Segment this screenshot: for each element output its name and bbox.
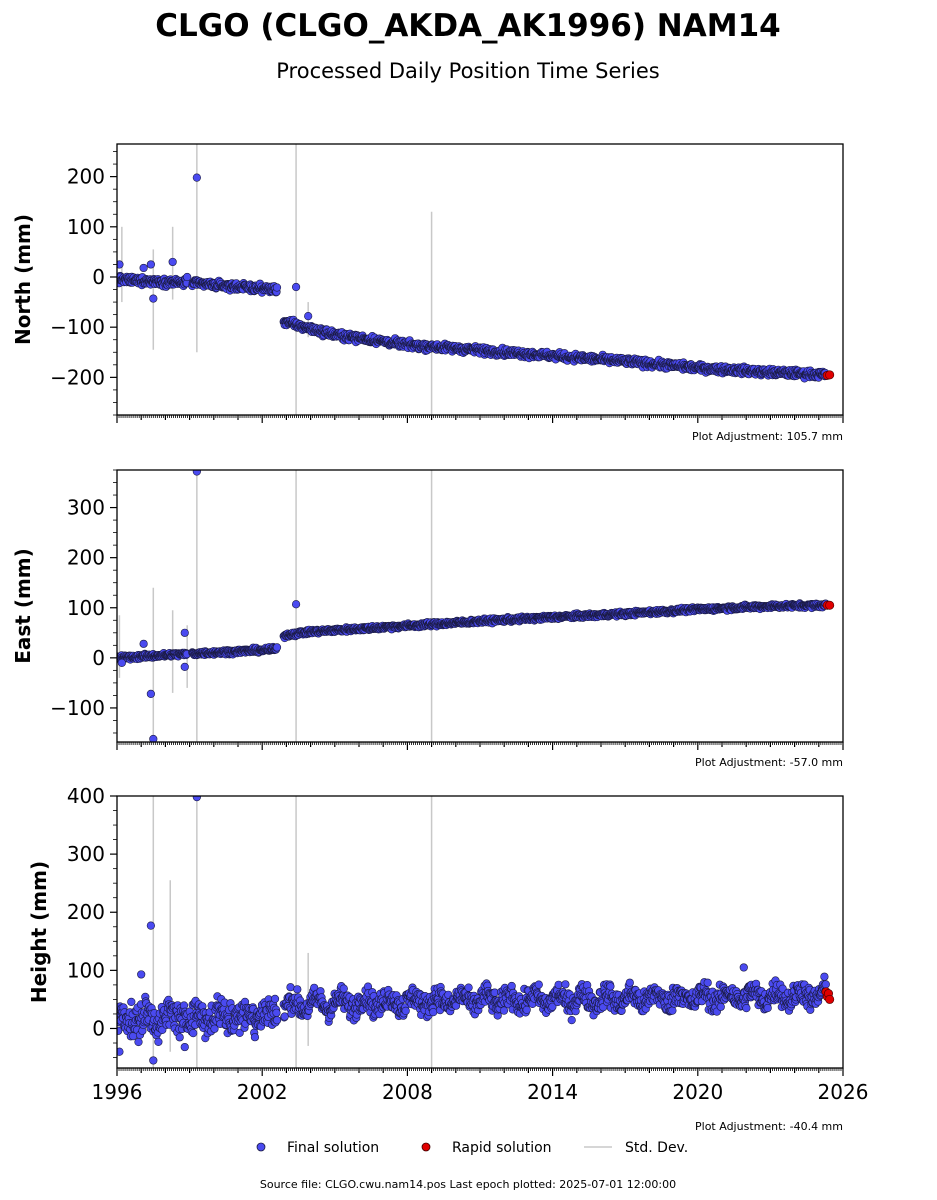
- y-tick-label: −200: [50, 365, 105, 389]
- final-point-outlier: [291, 282, 301, 292]
- rapid-point: [825, 370, 835, 380]
- y-tick-label: 200: [67, 165, 105, 189]
- figure-subtitle: Processed Daily Position Time Series: [276, 59, 660, 83]
- final-point-outlier: [291, 600, 301, 609]
- final-point-outlier: [117, 658, 126, 667]
- final-point: [270, 994, 280, 1004]
- y-axis-label: East (mm): [11, 548, 35, 664]
- final-point: [272, 283, 282, 292]
- final-point: [668, 1006, 677, 1015]
- final-point-outlier: [117, 260, 124, 269]
- final-point-outlier: [304, 312, 313, 321]
- final-point-outlier: [149, 294, 158, 303]
- final-point-outlier: [139, 263, 148, 273]
- final-point-outlier: [146, 689, 155, 699]
- height-panel: 1996 2002 2008 2014 2020 20260100200300400Hei…: [27, 784, 868, 1133]
- final-point: [606, 982, 615, 991]
- final-point: [272, 643, 282, 652]
- final-point: [154, 1037, 163, 1046]
- final-point: [625, 978, 634, 987]
- final-point-outlier: [180, 628, 189, 637]
- y-tick-label: 0: [92, 265, 105, 289]
- final-point-outlier: [192, 470, 201, 476]
- final-point: [127, 997, 136, 1007]
- final-point: [464, 983, 473, 992]
- final-point-outlier: [180, 662, 189, 671]
- final-point: [235, 1028, 244, 1037]
- final-point: [567, 1015, 576, 1025]
- final-point: [703, 978, 712, 987]
- east-panel: −100 0 100 200 300 East (mm) Plot Adjustment: …: [11, 469, 844, 769]
- y-tick-label: −100: [50, 696, 105, 720]
- final-point: [272, 1008, 281, 1017]
- y-tick-label: 300: [67, 496, 105, 520]
- plot-area: [117, 470, 835, 742]
- y-tick-label: −100: [50, 315, 105, 339]
- final-point: [175, 1033, 184, 1042]
- final-point: [522, 1005, 531, 1015]
- final-point: [534, 980, 543, 989]
- final-point: [272, 1016, 282, 1025]
- final-point: [189, 1028, 198, 1038]
- final-point-outlier: [168, 257, 177, 267]
- plot-adjustment-note: Plot Adjustment: 105.7 mm: [692, 430, 843, 443]
- y-axis-label: North (mm): [11, 214, 35, 345]
- final-point: [134, 1037, 143, 1047]
- plot-adjustment-note: Plot Adjustment: -57.0 mm: [695, 756, 843, 769]
- final-point: [210, 1024, 219, 1033]
- final-point-outlier: [146, 260, 155, 269]
- final-point: [507, 981, 516, 991]
- final-point: [401, 1006, 410, 1016]
- y-tick-label: 0: [92, 646, 105, 670]
- final-point: [561, 980, 570, 989]
- final-point: [716, 1002, 725, 1011]
- plot-area: [117, 796, 835, 1068]
- final-point-outlier: [183, 272, 192, 282]
- final-point: [293, 985, 302, 994]
- final-point: [429, 1007, 438, 1017]
- y-tick-label: 100: [67, 215, 105, 239]
- final-point: [117, 1026, 123, 1035]
- final-point: [339, 984, 348, 993]
- final-point: [286, 983, 295, 992]
- final-point-outlier: [192, 173, 201, 182]
- final-point-outlier: [149, 734, 158, 742]
- plot-area: [117, 144, 835, 415]
- final-point: [554, 980, 563, 989]
- y-tick-label: 200: [67, 546, 105, 570]
- rapid-point: [825, 600, 835, 610]
- final-point-outlier: [139, 639, 148, 648]
- final-point: [280, 1012, 289, 1021]
- figure-title: CLGO (CLGO_AKDA_AK1996) NAM14: [155, 8, 780, 44]
- y-tick-label: 100: [67, 596, 105, 620]
- north-panel: −200 −100 0 100 200 North (mm) Plot Adjustment…: [11, 143, 844, 443]
